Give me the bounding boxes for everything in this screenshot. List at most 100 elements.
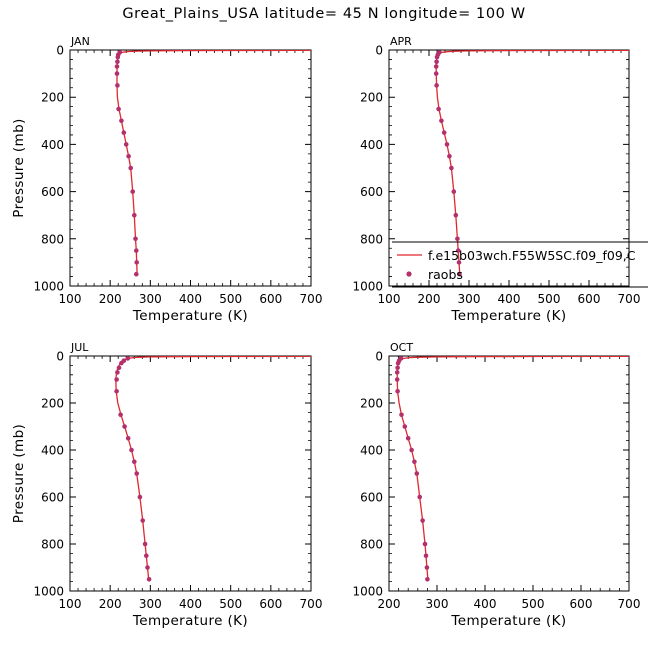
raobs-point: [422, 541, 428, 547]
x-tick-label: 300: [139, 597, 162, 611]
raobs-point: [114, 64, 120, 69]
raobs-point: [134, 260, 139, 265]
raobs-point: [134, 271, 139, 277]
raobs-point: [412, 459, 417, 465]
x-tick-label: 600: [259, 597, 282, 611]
y-tick-label: 400: [41, 444, 64, 458]
x-tick-label: 500: [219, 597, 242, 611]
y-tick-label: 0: [56, 350, 64, 364]
x-axis-label: Temperature (K): [132, 308, 248, 324]
x-tick-label: 400: [179, 292, 202, 306]
x-tick-label: 500: [522, 597, 545, 611]
panel-jul: 100 200 300 400 500 600 700 0 200 400 600 800 1000 JU…: [11, 341, 322, 629]
model-profile-line: [396, 356, 629, 580]
x-tick-label: 400: [179, 597, 202, 611]
raobs-point: [433, 64, 439, 69]
y-tick-label: 1000: [352, 280, 383, 294]
raobs-point: [434, 59, 439, 65]
y-tick-label: 0: [56, 44, 64, 58]
y-tick-label: 800: [41, 232, 64, 246]
y-tick-label: 600: [360, 185, 383, 199]
y-tick-label: 800: [41, 538, 64, 552]
raobs-point: [420, 518, 425, 523]
plot-data: [114, 50, 311, 277]
x-axis-label: Temperature (K): [450, 308, 566, 324]
raobs-point: [114, 389, 119, 394]
raobs-point: [132, 212, 137, 218]
y-tick-label: 0: [375, 350, 383, 364]
y-tick-label: 200: [360, 397, 383, 411]
raobs-point: [423, 553, 429, 559]
raobs-point: [115, 54, 121, 60]
x-tick-label: 300: [458, 292, 481, 306]
raobs-point: [133, 236, 138, 242]
raobs-point: [146, 577, 152, 582]
x-tick-label: 400: [474, 597, 497, 611]
raobs-point: [119, 118, 124, 124]
raobs-point: [115, 370, 120, 375]
y-tick-label: 600: [360, 491, 383, 505]
x-tick-label: 100: [378, 292, 401, 306]
legend-marker-swatch: [406, 271, 412, 277]
raobs-point: [447, 153, 452, 159]
x-tick-label: 100: [59, 597, 82, 611]
x-tick-label: 200: [99, 597, 122, 611]
x-tick-label: 400: [498, 292, 521, 306]
minor-ticks: [70, 50, 311, 286]
legend-model-label: f.e15b03wch.F55W5SC.f09_f09,C: [428, 248, 636, 263]
raobs-point: [134, 248, 139, 253]
raobs-point: [114, 71, 120, 76]
x-tick-label: 700: [618, 292, 641, 306]
raobs-point: [439, 118, 444, 124]
x-tick-label: 100: [59, 292, 82, 306]
raobs-point: [115, 83, 120, 88]
y-tick-label: 1000: [33, 280, 64, 294]
panel-label: JUL: [70, 341, 89, 354]
x-tick-label: 500: [219, 292, 242, 306]
y-tick-label: 600: [41, 491, 64, 505]
raobs-point: [441, 130, 447, 135]
raobs-point: [417, 494, 423, 500]
raobs-point: [128, 165, 133, 171]
x-tick-label: 600: [570, 597, 593, 611]
y-axis-label: Pressure (mb): [11, 424, 27, 523]
raobs-point: [399, 412, 404, 418]
x-tick-label: 200: [378, 597, 401, 611]
x-tick-label: 500: [538, 292, 561, 306]
panel-apr: 100 200 300 400 500 600 700 0 200 400 600 800 1000 AP…: [352, 35, 640, 324]
raobs-point: [395, 389, 400, 394]
x-tick-label: 600: [578, 292, 601, 306]
y-tick-label: 600: [41, 185, 64, 199]
x-tick-label: 600: [259, 292, 282, 306]
y-tick-label: 400: [360, 444, 383, 458]
model-profile-line: [116, 50, 311, 275]
raobs-point: [121, 130, 127, 135]
raobs-point: [122, 424, 127, 429]
raobs-point: [130, 189, 135, 194]
raobs-point: [394, 370, 400, 375]
raobs-point: [132, 459, 137, 465]
raobs-point: [402, 424, 408, 429]
model-profile-line: [435, 50, 629, 275]
x-tick-label: 200: [99, 292, 122, 306]
raobs-point: [395, 365, 400, 371]
minor-ticks: [389, 50, 629, 286]
y-tick-label: 0: [375, 44, 383, 58]
raobs-point: [140, 518, 145, 523]
raobs-point: [145, 565, 150, 570]
x-tick-label: 200: [418, 292, 441, 306]
x-tick-label: 700: [300, 292, 323, 306]
y-tick-label: 200: [360, 91, 383, 105]
panel-oct: 200 300 400 500 600 700 0 200 400 600 800 1000 OCT Te…: [352, 341, 640, 629]
y-tick-label: 200: [41, 397, 64, 411]
raobs-point: [414, 471, 420, 476]
y-tick-label: 800: [360, 538, 383, 552]
raobs-point: [142, 541, 148, 547]
y-tick-label: 1000: [33, 585, 64, 599]
x-tick-label: 700: [300, 597, 323, 611]
raobs-point: [434, 54, 440, 60]
raobs-point: [116, 106, 121, 112]
x-tick-label: 300: [426, 597, 449, 611]
